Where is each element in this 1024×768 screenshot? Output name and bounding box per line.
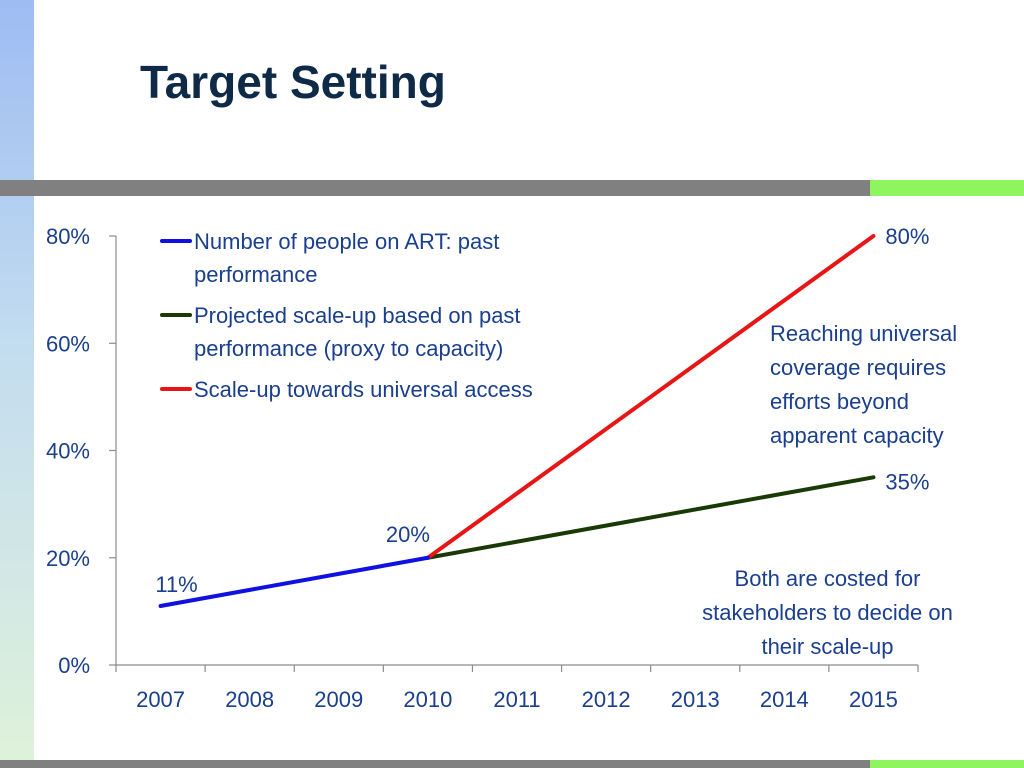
legend-item-past-performance: Number of people on ART: past performanc… xyxy=(160,225,560,291)
x-tick-label: 2008 xyxy=(225,687,274,712)
y-tick-label: 0% xyxy=(58,653,90,678)
legend-swatch-projected xyxy=(160,313,192,317)
legend-item-universal-access: Scale-up towards universal access xyxy=(160,373,560,406)
x-tick-label: 2013 xyxy=(671,687,720,712)
x-tick-label: 2009 xyxy=(314,687,363,712)
data-label: 80% xyxy=(885,224,929,249)
series-line-universal-access xyxy=(425,234,876,560)
y-tick-label: 80% xyxy=(46,224,90,249)
series-line-past-performance xyxy=(158,555,430,609)
series-line-projected xyxy=(425,475,876,560)
decorative-left-stripe xyxy=(0,0,34,768)
title-divider-accent xyxy=(870,180,1024,196)
annotation-reaching-universal: Reaching universal coverage requires eff… xyxy=(770,321,958,448)
data-label: 20% xyxy=(386,522,430,547)
legend-label-projected: Projected scale-up based on past perform… xyxy=(194,303,521,361)
x-tick-label: 2011 xyxy=(493,687,540,712)
x-tick-label: 2007 xyxy=(136,687,185,712)
title-divider-band xyxy=(0,180,870,196)
x-tick-label: 2015 xyxy=(849,687,898,712)
slide-title: Target Setting xyxy=(140,56,446,108)
legend-item-projected: Projected scale-up based on past perform… xyxy=(160,299,560,365)
chart-legend: Number of people on ART: past performanc… xyxy=(160,225,560,414)
y-tick-label: 20% xyxy=(46,546,90,571)
x-tick-label: 2010 xyxy=(403,687,452,712)
data-label: 35% xyxy=(885,469,929,494)
y-tick-label: 60% xyxy=(46,331,90,356)
legend-swatch-past-performance xyxy=(160,239,192,243)
annotation-costed: Both are costed for stakeholders to deci… xyxy=(702,566,953,659)
legend-swatch-universal-access xyxy=(160,387,192,391)
footer-band-accent xyxy=(870,760,1024,768)
legend-label-universal-access: Scale-up towards universal access xyxy=(194,377,533,402)
x-tick-label: 2012 xyxy=(582,687,631,712)
y-tick-label: 40% xyxy=(46,439,90,464)
x-tick-label: 2014 xyxy=(760,687,809,712)
footer-band xyxy=(0,760,870,768)
data-label: 11% xyxy=(155,572,197,597)
legend-label-past-performance: Number of people on ART: past performanc… xyxy=(194,229,500,287)
